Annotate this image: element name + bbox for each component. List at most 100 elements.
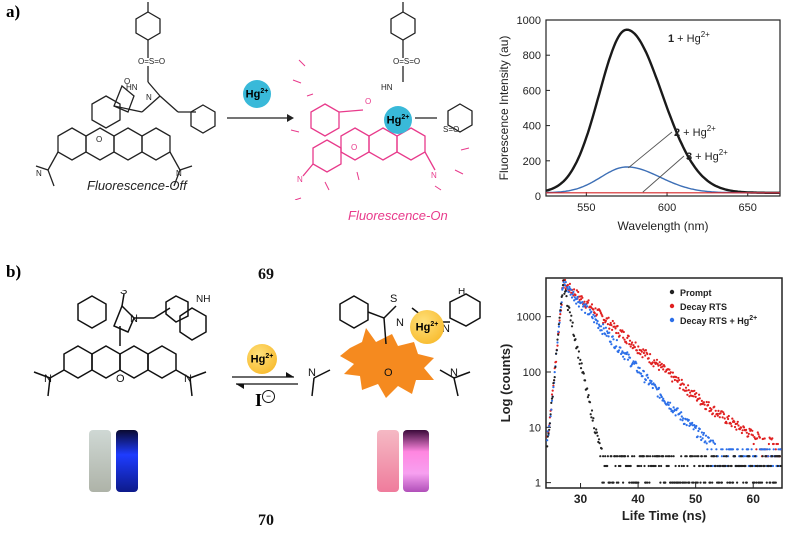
chart2-point — [663, 365, 666, 368]
chart2-point — [659, 481, 662, 484]
chart2-point — [555, 352, 558, 355]
chart2-point — [646, 455, 650, 458]
chart2-point — [712, 441, 715, 444]
chart2-point — [600, 447, 603, 450]
chart2-point — [696, 481, 699, 484]
chart2-point — [664, 481, 667, 484]
svg-text:S: S — [390, 293, 397, 305]
chart2-point — [591, 317, 594, 320]
chart2-point — [631, 455, 634, 458]
chart2-point — [741, 429, 744, 432]
chart2-point — [561, 286, 565, 289]
chart2-point — [579, 298, 583, 301]
chart2-point — [557, 333, 560, 336]
chart1-pointer — [642, 155, 685, 193]
chart2-point — [693, 424, 696, 427]
chart2-point — [706, 448, 709, 451]
chart2-point — [700, 431, 703, 434]
chart2-point — [713, 415, 717, 418]
chart2-point — [733, 420, 736, 423]
chart2-point — [650, 380, 653, 383]
chart2-point — [568, 306, 571, 309]
chart2-point — [656, 362, 659, 366]
chart2-xtick-label: 30 — [574, 492, 588, 506]
chart2-point — [722, 455, 726, 458]
chart2-point — [771, 464, 775, 468]
chart2-point — [558, 316, 561, 319]
chart2-point — [593, 315, 596, 318]
chart2-point — [658, 455, 661, 458]
chart2-point — [612, 481, 615, 484]
thiolactam-sensor-structure: S N NH O N N — [33, 290, 210, 397]
chart2-point — [633, 455, 636, 458]
chart2-point — [687, 389, 690, 392]
chart2-point — [586, 301, 589, 304]
chart2-point — [633, 346, 636, 349]
chart2-point — [632, 344, 635, 347]
chart2-point — [726, 481, 729, 484]
chart2-point — [559, 302, 563, 305]
chart2-point — [668, 455, 671, 458]
chart2-point — [569, 293, 572, 296]
chart2-point — [622, 330, 625, 334]
chart2-point — [584, 311, 587, 314]
svg-text:N: N — [130, 313, 138, 325]
chart2-point — [562, 281, 565, 284]
chart2-point — [695, 424, 698, 428]
chart1-series-label-num: 3 — [686, 151, 692, 163]
chart2-point — [601, 315, 604, 318]
chart2-point — [561, 288, 564, 291]
mercury-complex-structure: S N H N O N N — [308, 288, 481, 398]
chart2-point — [674, 464, 677, 468]
chart2-point — [628, 339, 632, 342]
chart2-point — [605, 334, 608, 337]
chart2-point — [644, 354, 647, 357]
chart2-point — [586, 387, 589, 390]
chart2-point — [766, 448, 769, 451]
chart2-point — [677, 376, 680, 380]
chart2-xtick-label: 50 — [689, 492, 703, 506]
chart2-point — [755, 481, 758, 484]
hg-ion-a: Hg2+ — [243, 80, 271, 108]
chart2-point — [738, 428, 741, 431]
chart2-point — [736, 420, 739, 423]
chart1-xtick-label: 650 — [739, 202, 757, 214]
chart2-point — [695, 392, 698, 395]
chart2-point — [680, 378, 683, 381]
svg-text:O: O — [96, 135, 102, 144]
chart2-point — [640, 372, 643, 375]
chart2-point — [627, 353, 630, 356]
chart2-point — [628, 481, 631, 484]
chart2-point — [705, 442, 708, 445]
chart2-point — [557, 325, 560, 328]
chart2-point — [562, 279, 565, 282]
hg-ion-b: Hg2+ — [247, 344, 277, 374]
hg-ion-bound-a: Hg2+ — [384, 106, 412, 134]
chart2-point — [698, 464, 701, 468]
chart2-xtick-label: 40 — [631, 492, 645, 506]
chart2-point — [656, 395, 659, 398]
chart2-point — [727, 417, 730, 421]
chart2-point — [637, 464, 641, 468]
chart2-point — [721, 448, 724, 451]
chart2-point — [549, 413, 552, 416]
chart2-point — [747, 435, 750, 438]
chart2-point — [779, 464, 782, 468]
chart2-point — [699, 481, 702, 484]
chart2-point — [593, 321, 596, 324]
chart2-point — [711, 481, 714, 484]
chart2-point — [596, 434, 599, 437]
chart2-point — [653, 359, 656, 362]
chart2-point — [765, 455, 768, 458]
fluorescence-off-caption: Fluorescence-Off — [87, 178, 187, 193]
chart2-point — [745, 431, 748, 434]
chart2-point — [590, 409, 594, 412]
chart2-point — [630, 343, 633, 346]
chart2-point — [676, 380, 679, 383]
chart2-point — [668, 368, 671, 371]
chart1-series-label-sup: 2+ — [707, 124, 716, 133]
chart2-point — [755, 448, 758, 451]
chart2-point — [587, 299, 590, 302]
chart1-frame — [545, 19, 781, 197]
